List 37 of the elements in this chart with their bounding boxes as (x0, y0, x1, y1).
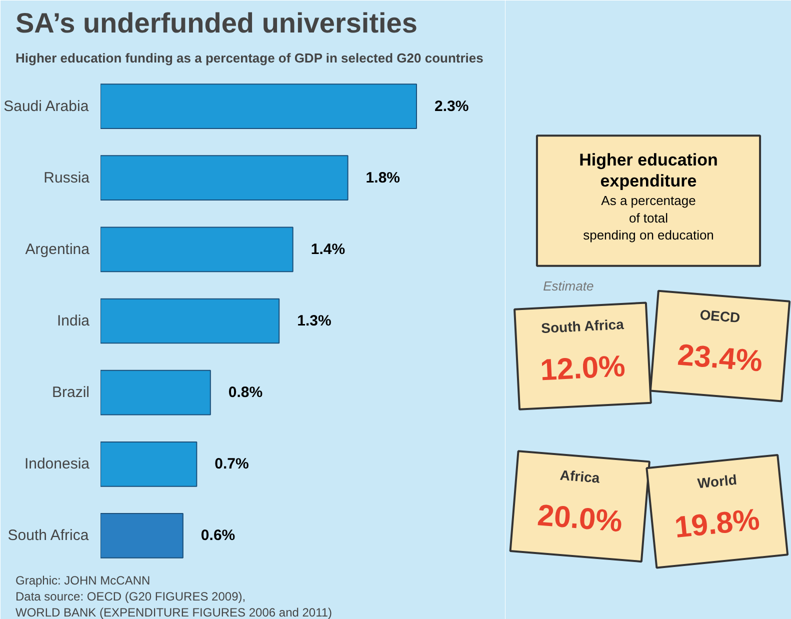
text: Higher education expenditure (579, 150, 718, 191)
chart-subtitle: Higher education funding as a percentage of GDP in selected G20 countries (16, 50, 484, 66)
data-label: 1.3% (297, 312, 332, 330)
data-label: 0.8% (228, 384, 263, 402)
y-tick-label: South Africa (8, 527, 90, 544)
y-tick-label: India (56, 312, 90, 330)
category-label: Africa (559, 466, 600, 486)
y-tick-label: Argentina (25, 240, 90, 258)
data-label: 2.3% (434, 98, 469, 115)
text: 20.0% (536, 499, 624, 539)
bar (100, 84, 417, 129)
bar (100, 226, 294, 272)
data-label: 1.4% (310, 240, 346, 258)
category-label: OECD (699, 306, 741, 326)
bar (100, 513, 184, 558)
y-tick-label: Russia (44, 169, 90, 186)
chart-title: SA’s underfunded universities (16, 8, 418, 38)
source-note: Data source: OECD (G20 FIGURES 2009), (16, 590, 246, 604)
y-tick-label: Saudi Arabia (4, 98, 90, 115)
category-label: World (696, 471, 738, 492)
text: As a percentage of total spending on education (583, 193, 714, 243)
text: WORLD BANK (EXPENDITURE FIGURES 2006 and 2011) (16, 606, 332, 619)
text: Graphic: JOHN McCANN (16, 574, 150, 588)
y-tick-label: Brazil (52, 384, 90, 402)
bar (100, 370, 211, 416)
bar (100, 155, 348, 201)
data-label: 0.7% (214, 456, 249, 473)
bar (100, 298, 280, 344)
bar (100, 441, 198, 487)
text: 12.0% (539, 350, 626, 388)
data-label: 0.6% (200, 527, 236, 544)
text: 19.8% (673, 503, 762, 545)
text: Estimate (543, 278, 594, 294)
text: 23.4% (676, 338, 764, 378)
y-tick-label: Indonesia (24, 456, 90, 473)
data-label: 1.8% (366, 169, 400, 186)
category-label: South Africa (540, 316, 624, 336)
